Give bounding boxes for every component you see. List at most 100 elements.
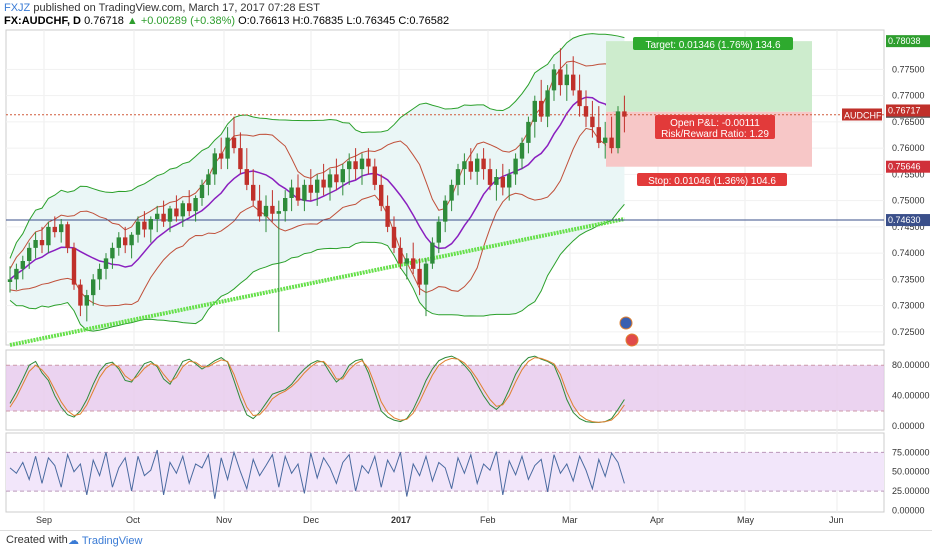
candle-body: [84, 295, 89, 306]
candle-body: [14, 268, 19, 280]
candle-body: [583, 106, 589, 117]
candle-body: [500, 177, 505, 188]
bollinger-lower: [9, 204, 625, 332]
x-tick-label: Dec: [303, 515, 320, 525]
target-label-text: Target: 0.01346 (1.76%) 134.6: [645, 40, 781, 51]
candle-body: [123, 237, 128, 246]
tradingview-logo-link[interactable]: ☁ TradingView: [68, 535, 143, 547]
candle-body: [577, 90, 582, 107]
rsi-band: [6, 452, 884, 492]
pnl-label: [655, 115, 775, 139]
rsi-tick-label: 75.00000: [892, 447, 930, 457]
price-tag-text: 0.75646: [888, 162, 921, 172]
candle-body: [65, 224, 70, 248]
candle-body: [103, 258, 109, 269]
stop-label: [637, 173, 787, 186]
moving-average-slow: [9, 217, 625, 347]
target-label: [633, 37, 793, 50]
candle-body: [116, 237, 121, 248]
x-tick-label: 2017: [391, 515, 411, 525]
price-change: ▲ +0.00289 (+0.38%): [126, 15, 236, 27]
symbol-header: FX:AUDCHF, D 0.76718 ▲ +0.00289 (+0.38%)…: [4, 15, 449, 27]
candle-body: [622, 111, 627, 117]
stochastic-tick-label: 40.00000: [892, 391, 930, 401]
candle-body: [59, 224, 64, 233]
candle-body: [398, 247, 403, 264]
candle-body: [443, 200, 448, 222]
price-tag: [886, 214, 930, 227]
pnl-label-text: Risk/Reward Ratio: 1.29: [661, 129, 769, 140]
candle-body: [449, 184, 454, 201]
candle-body: [263, 205, 269, 217]
candle-body: [423, 263, 429, 285]
stochastic-line: [9, 355, 625, 423]
publish-info: published on TradingView.com, March 17, …: [33, 2, 320, 14]
candle-body: [225, 137, 230, 159]
candle-body: [609, 137, 614, 149]
target-zone: [606, 41, 812, 112]
candle-body: [148, 219, 153, 230]
candle-body: [212, 153, 217, 175]
candle-body: [532, 100, 537, 122]
y-tick-label: 0.73000: [892, 301, 925, 311]
candle-body: [78, 284, 83, 306]
candle-body: [283, 198, 288, 212]
candle-body: [238, 148, 243, 170]
y-tick-label: 0.77500: [892, 64, 925, 74]
candle-body: [507, 174, 512, 188]
candle-body: [174, 208, 179, 217]
price-tag-text: 0.74630: [888, 215, 921, 225]
tradingview-logo-text: TradingView: [81, 535, 143, 547]
y-tick-label: 0.76500: [892, 117, 925, 127]
candle-body: [526, 121, 531, 143]
candle-body: [340, 169, 345, 183]
candle-body: [596, 127, 601, 143]
stochastic-line: [9, 357, 625, 423]
candle-body: [359, 158, 365, 170]
candle-body: [519, 142, 525, 159]
x-tick-label: May: [737, 515, 755, 525]
candle-body: [289, 187, 294, 198]
candle-body: [513, 158, 518, 175]
candle-body: [327, 174, 333, 188]
y-tick-label: 0.73500: [892, 274, 925, 284]
candle-body: [129, 234, 134, 246]
candle-body: [276, 211, 281, 214]
author-link[interactable]: FXJZ: [4, 2, 31, 14]
rsi-tick-label: 50.00000: [892, 467, 930, 477]
candle-body: [270, 205, 275, 214]
candle-body: [39, 240, 45, 246]
candle-body: [251, 184, 256, 201]
candle-body: [231, 137, 237, 149]
last-price: 0.76718: [84, 15, 124, 27]
candle-body: [353, 161, 358, 170]
candle-body: [142, 221, 147, 230]
candle-body: [564, 74, 569, 86]
candle-body: [347, 161, 352, 170]
candle-body: [257, 200, 262, 217]
candle-body: [551, 69, 557, 91]
candle-body: [161, 213, 166, 222]
flag-icon: [625, 333, 639, 347]
rsi-tick-label: 25.00000: [892, 486, 930, 496]
candle-body: [27, 247, 32, 261]
symbol-tag-text: AUDCHF: [844, 110, 882, 120]
candle-body: [430, 242, 435, 264]
candle-body: [33, 240, 38, 248]
stochastic-band: [6, 365, 884, 411]
y-tick-label: 0.74000: [892, 248, 925, 258]
candle-body: [199, 184, 205, 198]
y-tick-label: 0.75000: [892, 196, 925, 206]
candle-body: [187, 203, 192, 212]
candle-body: [71, 247, 77, 285]
stochastic-tick-label: 80.00000: [892, 360, 930, 370]
candle-body: [571, 74, 576, 91]
candle-body: [411, 258, 416, 269]
candle-body: [167, 208, 173, 222]
candle-body: [468, 161, 473, 172]
candle-body: [558, 69, 563, 86]
candle-body: [334, 174, 339, 183]
footer-bar: Created with ☁ TradingView: [0, 530, 932, 551]
price-tag: [886, 160, 930, 173]
